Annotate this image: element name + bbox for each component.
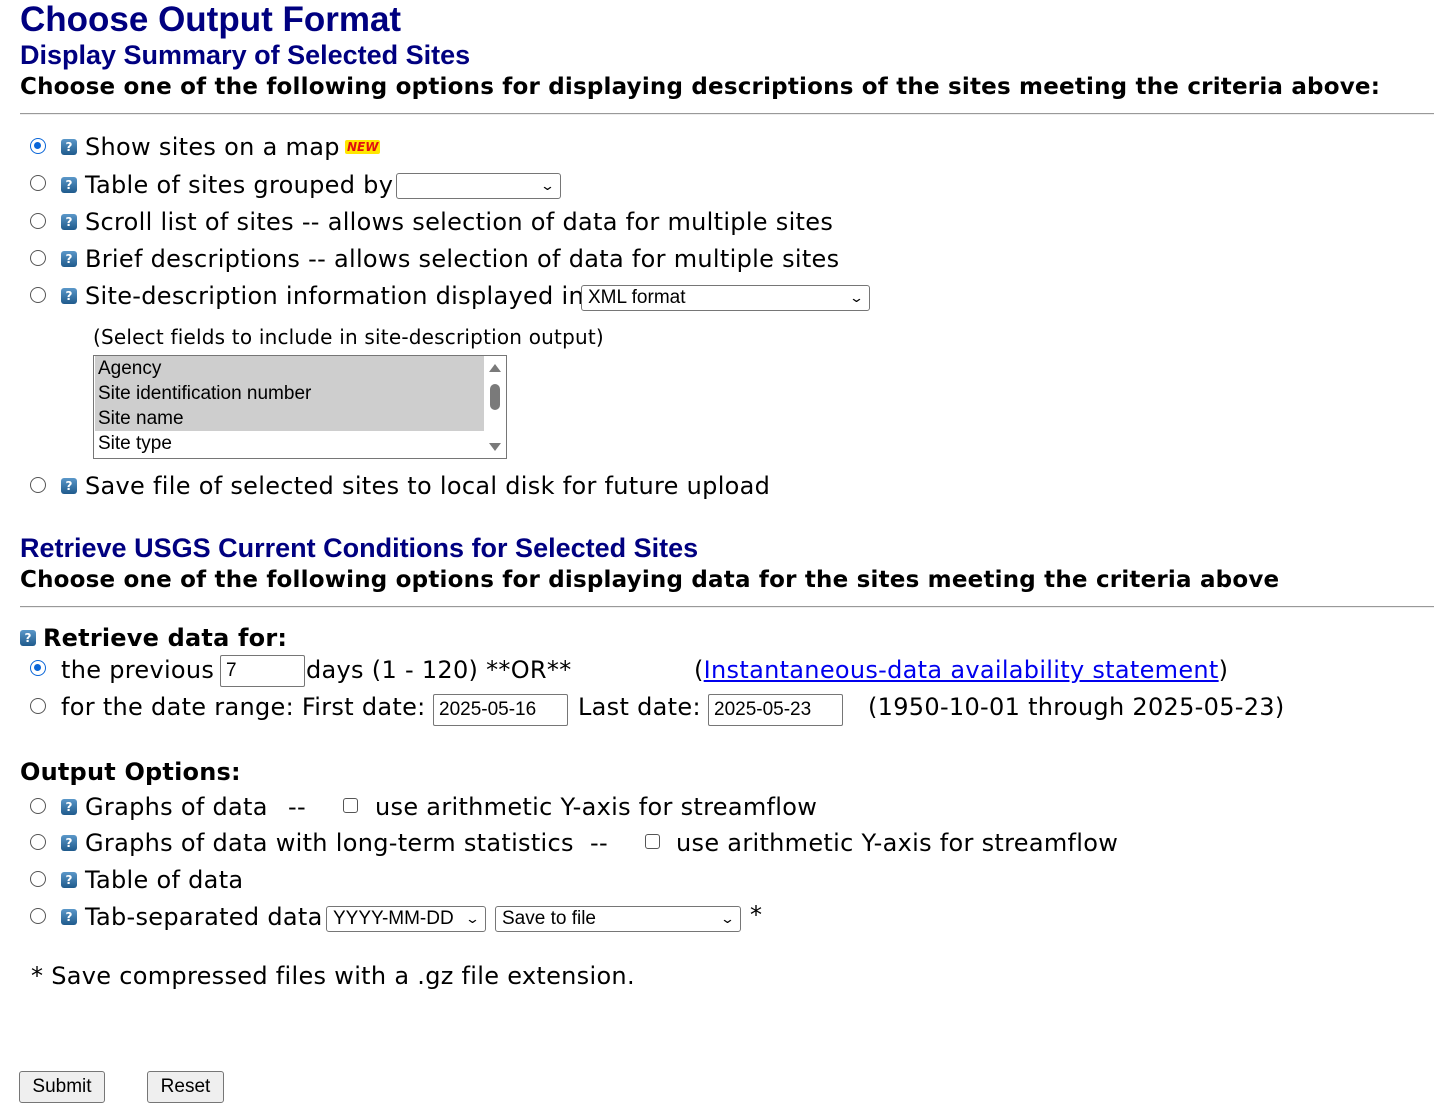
group-by-select[interactable]: ⌄	[396, 173, 561, 199]
summary-instruction: Choose one of the following options for …	[20, 74, 1381, 100]
date-range-label: for the date range: First date:	[61, 693, 426, 721]
help-question-icon[interactable]: ?	[61, 835, 77, 851]
first-date-input[interactable]: 2025-05-16	[433, 694, 568, 726]
graphs-stats-arithmetic-checkbox[interactable]	[645, 834, 660, 849]
previous-label: the previous	[61, 656, 215, 684]
option-save-file-label: Save file of selected sites to local dis…	[85, 472, 771, 500]
help-question-icon[interactable]: ?	[61, 288, 77, 304]
help-question-icon[interactable]: ?	[61, 478, 77, 494]
chevron-down-icon: ⌄	[539, 178, 556, 193]
conditions-heading: Retrieve USGS Current Conditions for Sel…	[20, 533, 699, 563]
table-of-data-label: Table of data	[85, 866, 244, 894]
list-item[interactable]: Site identification number	[95, 381, 484, 406]
divider	[20, 113, 1434, 115]
date-format-value: YYYY-MM-DD	[333, 908, 454, 929]
divider	[20, 606, 1434, 608]
scroll-thumb[interactable]	[490, 384, 500, 410]
scroll-down-icon[interactable]	[489, 443, 501, 451]
fields-listbox[interactable]: Agency Site identification number Site n…	[93, 355, 507, 459]
help-question-icon[interactable]: ?	[61, 251, 77, 267]
retrieve-label: Retrieve data for:	[43, 624, 288, 652]
conditions-instruction: Choose one of the following options for …	[20, 567, 1280, 593]
available-range: (1950-10-01 through 2025-05-23)	[868, 693, 1285, 721]
radio-date-range[interactable]	[30, 698, 46, 714]
graphs-checkbox-label: use arithmetic Y-axis for streamflow	[375, 793, 818, 821]
date-format-select[interactable]: YYYY-MM-DD ⌄	[326, 906, 486, 932]
radio-previous-days[interactable]	[30, 660, 46, 676]
save-mode-select[interactable]: Save to file ⌄	[495, 906, 741, 932]
help-question-icon[interactable]: ?	[61, 177, 77, 193]
last-date-input[interactable]: 2025-05-23	[708, 694, 843, 726]
summary-heading: Display Summary of Selected Sites	[20, 40, 471, 70]
reset-button[interactable]: Reset	[147, 1071, 224, 1103]
option-show-map-label: Show sites on a map	[85, 133, 340, 161]
list-item[interactable]: Site type	[98, 433, 172, 454]
graphs-label: Graphs of data	[85, 793, 268, 821]
fields-hint: (Select fields to include in site-descri…	[93, 325, 604, 349]
radio-graphs-stats[interactable]	[30, 834, 46, 850]
asterisk: *	[750, 901, 763, 929]
availability-link-group: (Instantaneous-data availability stateme…	[694, 655, 1228, 685]
chevron-down-icon: ⌄	[848, 290, 865, 305]
paren-open: (	[694, 656, 704, 684]
help-question-icon[interactable]: ?	[61, 872, 77, 888]
graphs-stats-checkbox-label: use arithmetic Y-axis for streamflow	[676, 829, 1119, 857]
paren-close: )	[1218, 656, 1229, 684]
radio-scroll-list[interactable]	[30, 213, 46, 229]
option-scroll-list-label: Scroll list of sites -- allows selection…	[85, 208, 834, 236]
list-item[interactable]: Site name	[95, 406, 484, 431]
save-mode-value: Save to file	[502, 908, 596, 929]
listbox-scrollbar[interactable]	[485, 357, 505, 457]
graphs-arithmetic-checkbox[interactable]	[343, 798, 358, 813]
help-question-icon[interactable]: ?	[20, 630, 36, 646]
tab-separated-label: Tab-separated data	[85, 903, 323, 931]
radio-tab-separated[interactable]	[30, 908, 46, 924]
availability-link[interactable]: Instantaneous-data availability statemen…	[703, 656, 1219, 684]
days-suffix: days (1 - 120) **OR**	[306, 656, 572, 684]
radio-save-file[interactable]	[30, 477, 46, 493]
gz-note: * Save compressed files with a .gz file …	[31, 962, 635, 990]
radio-site-description[interactable]	[30, 287, 46, 303]
help-question-icon[interactable]: ?	[61, 139, 77, 155]
radio-graphs[interactable]	[30, 798, 46, 814]
help-question-icon[interactable]: ?	[61, 799, 77, 815]
graphs-sep: --	[288, 793, 306, 821]
days-input[interactable]: 7	[220, 655, 305, 687]
help-question-icon[interactable]: ?	[61, 214, 77, 230]
format-value: XML format	[588, 287, 686, 308]
radio-table-of-data[interactable]	[30, 871, 46, 887]
option-brief-label: Brief descriptions -- allows selection o…	[85, 245, 840, 273]
radio-show-map[interactable]	[30, 138, 46, 154]
output-options-heading: Output Options:	[20, 758, 241, 786]
option-table-grouped-label: Table of sites grouped by	[85, 171, 394, 199]
graphs-stats-label: Graphs of data with long-term statistics	[85, 829, 574, 857]
site-description-format-select[interactable]: XML format ⌄	[581, 285, 870, 311]
option-site-description-label: Site-description information displayed i…	[85, 282, 584, 310]
last-date-label: Last date:	[578, 693, 701, 721]
submit-button[interactable]: Submit	[19, 1071, 105, 1103]
chevron-down-icon: ⌄	[719, 911, 736, 926]
new-badge: NEW	[345, 140, 381, 154]
page-title: Choose Output Format	[20, 0, 402, 39]
radio-table-grouped[interactable]	[30, 175, 46, 191]
help-question-icon[interactable]: ?	[61, 909, 77, 925]
list-item[interactable]: Agency	[95, 356, 484, 381]
scroll-up-icon[interactable]	[489, 364, 501, 372]
graphs-stats-sep: --	[590, 829, 608, 857]
radio-brief-descriptions[interactable]	[30, 250, 46, 266]
chevron-down-icon: ⌄	[464, 911, 481, 926]
